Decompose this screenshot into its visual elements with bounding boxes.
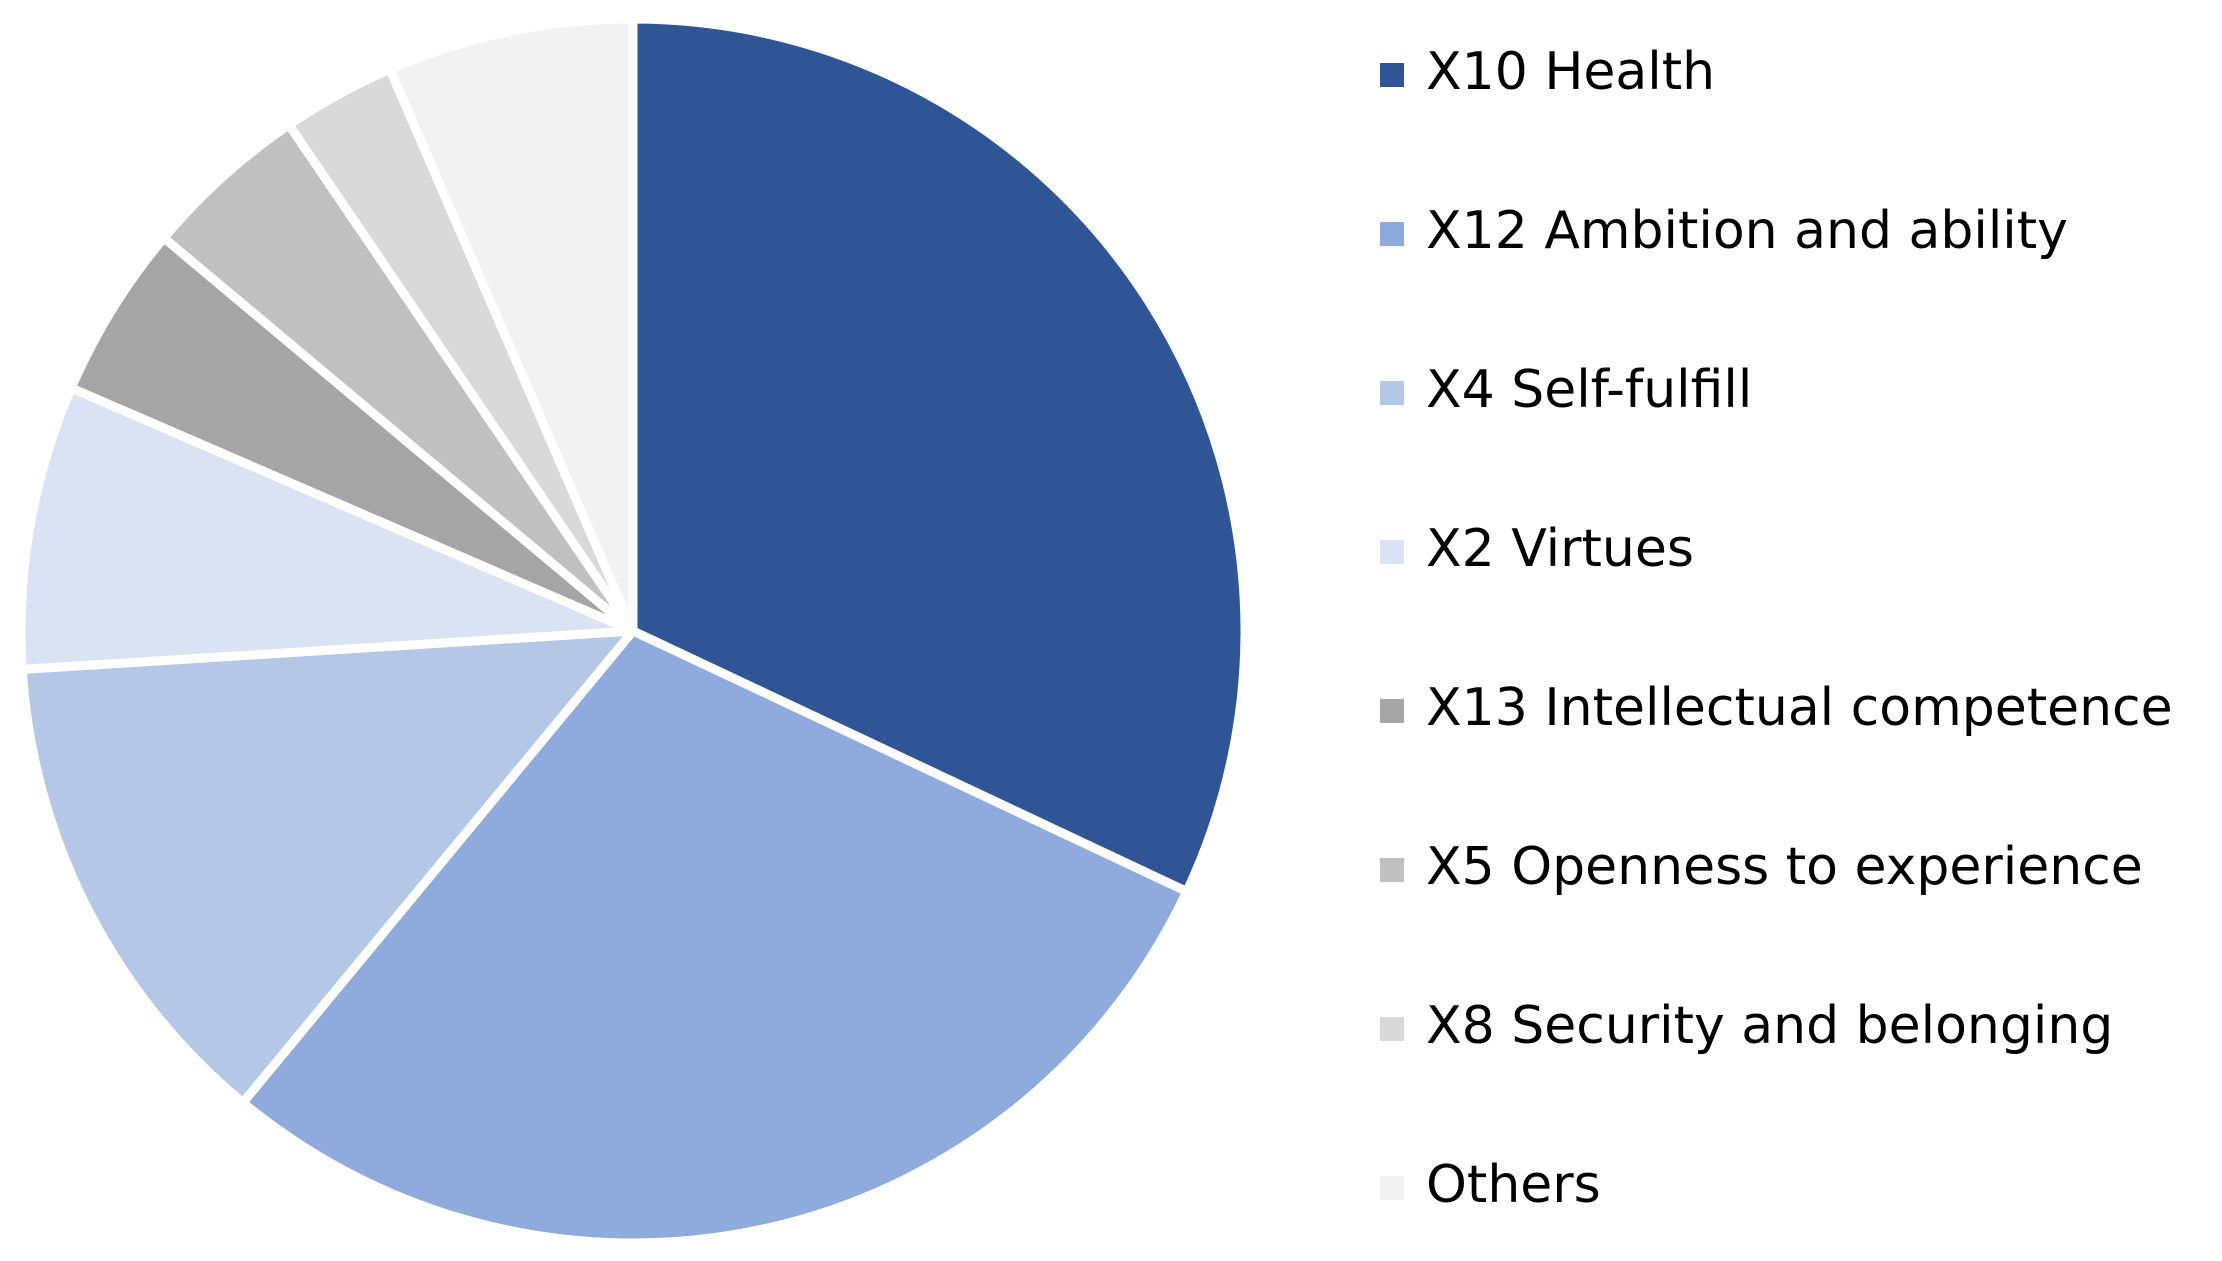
legend-swatch <box>1380 1176 1404 1200</box>
legend-label: Others <box>1426 1155 1601 1215</box>
legend-swatch <box>1380 63 1404 87</box>
legend-swatch <box>1380 381 1404 405</box>
legend-swatch <box>1380 540 1404 564</box>
legend-swatch <box>1380 699 1404 723</box>
legend-label: X5 Openness to experience <box>1426 837 2143 897</box>
pie-slice <box>628 14 1250 897</box>
legend-label: X2 Virtues <box>1426 519 1694 579</box>
legend-label: X8 Security and belonging <box>1426 996 2113 1056</box>
legend-swatch <box>1380 1017 1404 1041</box>
legend-swatch <box>1380 858 1404 882</box>
pie-slice <box>385 14 638 636</box>
pie-slice <box>16 383 638 674</box>
pie-slice <box>238 626 1192 1248</box>
legend-label: X13 Intellectual competence <box>1426 678 2173 738</box>
legend-label: X12 Ambition and ability <box>1426 201 2068 261</box>
legend-label: X4 Self-fulfill <box>1426 360 1752 420</box>
legend-label: X10 Health <box>1426 42 1715 102</box>
legend-swatch <box>1380 222 1404 246</box>
pie-slice <box>17 626 638 1108</box>
